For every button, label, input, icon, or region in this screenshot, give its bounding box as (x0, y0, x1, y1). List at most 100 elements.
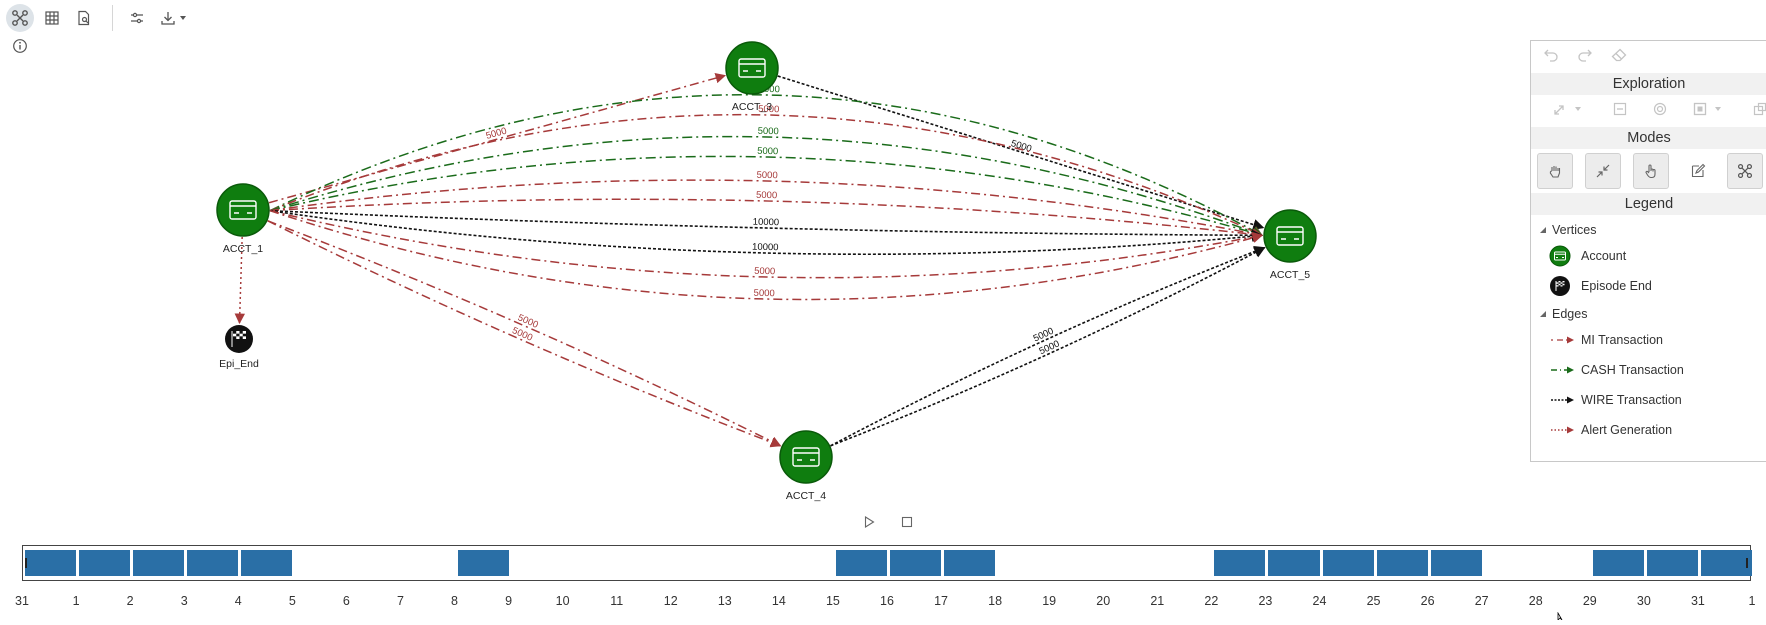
timeline-day-bar[interactable] (1376, 550, 1428, 576)
timeline-day-bar[interactable] (944, 550, 996, 576)
timeline-day-bar[interactable] (79, 550, 131, 576)
cash-transaction-edge[interactable] (269, 155, 1264, 238)
redo-icon[interactable] (1577, 48, 1593, 67)
collapse-triangle-icon[interactable] (1539, 310, 1547, 318)
account-node[interactable]: ACCT_3 (725, 41, 779, 113)
edge-amount-label: 10000 (753, 217, 780, 229)
exploration-title: Exploration (1531, 73, 1766, 95)
info-icon[interactable] (12, 38, 28, 54)
episode-end-node[interactable]: Epi_End (219, 325, 259, 370)
cash-transaction-edge[interactable] (269, 94, 1263, 236)
timeline-tick-label: 21 (1150, 594, 1165, 608)
timeline-tick-label: 31 (1690, 594, 1705, 608)
wire-transaction-edge[interactable] (830, 246, 1266, 447)
timeline-day-bar[interactable] (133, 550, 185, 576)
account-icon (1549, 245, 1579, 267)
modes-tools (1531, 149, 1766, 193)
pan-mode-icon[interactable] (1537, 153, 1573, 189)
account-node[interactable]: ACCT_4 (779, 430, 833, 502)
timeline-left-handle[interactable] (25, 558, 27, 568)
mi-transaction-edge[interactable] (268, 73, 727, 204)
shrink-mode-icon[interactable] (1585, 153, 1621, 189)
timeline-tick-label: 7 (396, 594, 404, 608)
select-mode-icon[interactable] (1633, 153, 1669, 189)
mi-transaction-edge[interactable] (267, 220, 782, 448)
wire-transaction-edge[interactable] (269, 209, 1264, 256)
timeline-right-handle[interactable] (1746, 558, 1748, 568)
mi-transaction-edge[interactable] (269, 209, 1264, 279)
mouse-cursor-icon (1557, 607, 1567, 625)
edge-amount-label: 5000 (758, 104, 779, 116)
toolbar (6, 3, 199, 33)
timeline-day-bar[interactable] (1700, 550, 1752, 576)
account-node[interactable]: ACCT_1 (216, 183, 270, 255)
timeline-day-bar[interactable] (25, 550, 77, 576)
undo-icon[interactable] (1543, 48, 1559, 67)
timeline-day-bar[interactable] (1322, 550, 1374, 576)
legend-edge-wire: WIRE Transaction (1531, 385, 1766, 415)
timeline-day-bar[interactable] (457, 550, 509, 576)
timeline-day-bar[interactable] (835, 550, 887, 576)
legend-edge-cash: CASH Transaction (1531, 355, 1766, 385)
mi-transaction-edge[interactable] (269, 209, 1264, 301)
cash-edge-icon (1549, 365, 1579, 375)
play-icon[interactable] (862, 515, 876, 529)
timeline-tick-label: 10 (555, 594, 570, 608)
legend-vertex-account: Account (1531, 241, 1766, 271)
graph-canvas[interactable]: 5000 5000 5000 5000 5000 5000 5000 5000 10000 100… (0, 0, 1530, 515)
mi-transaction-edge[interactable] (269, 179, 1264, 239)
vertices-section[interactable]: Vertices (1531, 219, 1766, 241)
wire-transaction-edge[interactable] (777, 75, 1265, 230)
edit-mode-icon[interactable] (1681, 154, 1715, 188)
mi-transaction-edge[interactable] (267, 220, 782, 447)
mi-transaction-edge[interactable] (269, 198, 1264, 240)
timeline-day-bar[interactable] (1646, 550, 1698, 576)
stop-icon[interactable] (900, 515, 914, 529)
cash-transaction-edge[interactable] (269, 135, 1263, 237)
expand-icon[interactable] (1553, 102, 1587, 121)
edges-section[interactable]: Edges (1531, 303, 1766, 325)
ungroup-icon[interactable] (1753, 102, 1766, 121)
legend-label: Alert Generation (1581, 423, 1673, 437)
timeline-bar[interactable] (22, 545, 1752, 581)
timeline-tick-label: 22 (1204, 594, 1219, 608)
group-icon[interactable] (1693, 102, 1727, 121)
wire-transaction-edge[interactable] (830, 246, 1266, 447)
focus-icon[interactable] (1653, 102, 1667, 121)
download-icon[interactable] (155, 4, 195, 32)
timeline-day-bar[interactable] (1592, 550, 1644, 576)
legend-label: Episode End (1581, 279, 1652, 293)
collapse-icon[interactable] (1613, 102, 1627, 121)
legend-vertex-episode-end: Episode End (1531, 271, 1766, 301)
mi-transaction-edge[interactable] (269, 113, 1263, 237)
timeline-day-bar[interactable] (890, 550, 942, 576)
node-label: ACCT_1 (223, 243, 263, 255)
graph-mode-icon[interactable] (1727, 153, 1763, 189)
timeline-tick-label: 19 (1042, 594, 1057, 608)
table-view-icon[interactable] (38, 4, 66, 32)
eraser-icon[interactable] (1611, 48, 1627, 67)
timeline-tick-label: 31 (15, 594, 29, 608)
graph-view-icon[interactable] (6, 4, 34, 32)
timeline-day-bar[interactable] (1214, 550, 1266, 576)
collapse-triangle-icon[interactable] (1539, 226, 1547, 234)
legend-edge-mi: MI Transaction (1531, 325, 1766, 355)
timeline-tick-label: 15 (825, 594, 840, 608)
document-search-icon[interactable] (70, 4, 98, 32)
settings-sliders-icon[interactable] (123, 4, 151, 32)
edge-amount-label: 5000 (757, 126, 778, 138)
timeline-day-bar[interactable] (187, 550, 239, 576)
account-node[interactable]: ACCT_5 (1263, 209, 1317, 281)
edge-amount-label: 5000 (485, 126, 508, 142)
timeline-tick-label: 25 (1366, 594, 1381, 608)
timeline-day-bar[interactable] (241, 550, 293, 576)
node-label: ACCT_5 (1270, 269, 1310, 281)
timeline-day-bar[interactable] (1430, 550, 1482, 576)
timeline-day-bar[interactable] (1268, 550, 1320, 576)
mi-edge-icon (1549, 335, 1579, 345)
vertices-heading: Vertices (1552, 223, 1597, 237)
timeline-tick-label: 12 (663, 594, 678, 608)
legend-title: Legend (1531, 193, 1766, 215)
wire-edge-icon (1549, 395, 1579, 405)
wire-transaction-edge[interactable] (269, 209, 1264, 241)
